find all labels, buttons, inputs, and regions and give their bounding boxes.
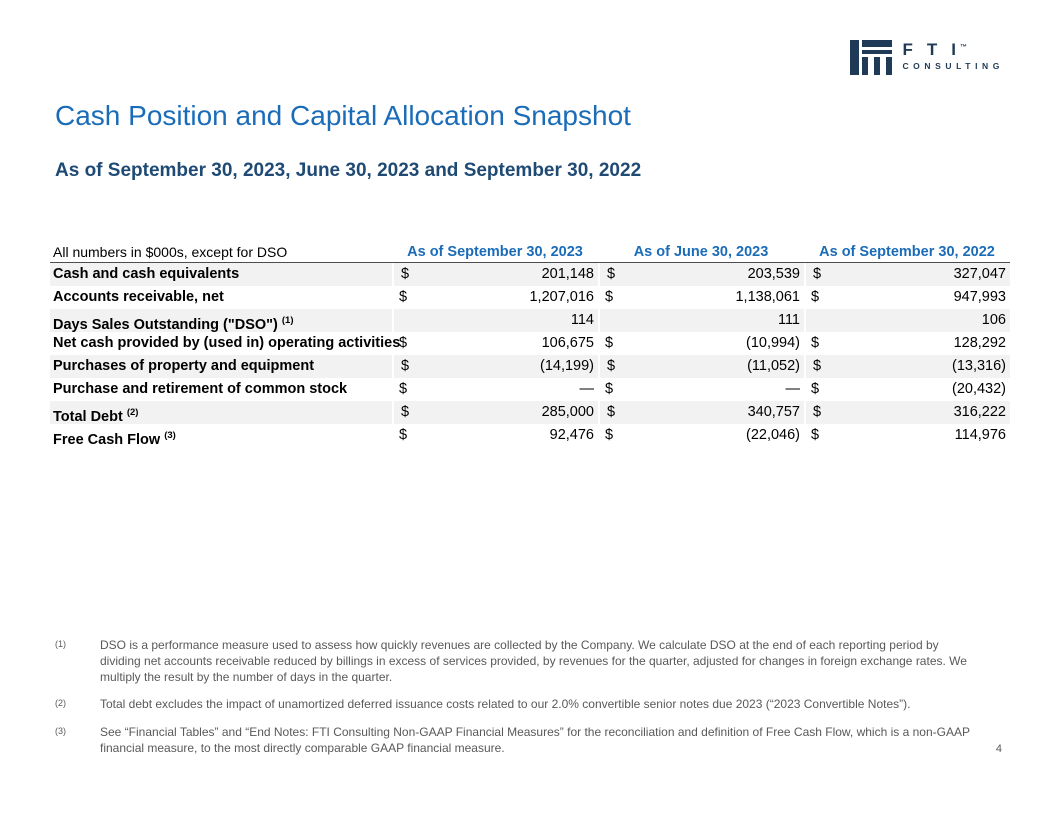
fti-column-icon (850, 40, 893, 75)
row-label: Accounts receivable, net (53, 289, 224, 305)
column-header-sep-2023: As of September 30, 2023 (407, 244, 583, 260)
value-cell: 1,207,016 (529, 289, 594, 305)
footnote-ref: (2) (126, 407, 139, 418)
footnote-marker: (2) (55, 698, 66, 709)
value-cell: 106 (826, 309, 1010, 332)
financial-table: All numbers in $000s, except for DSO As … (50, 242, 1010, 448)
value-cell: (10,994) (745, 335, 800, 351)
table-row: Free Cash Flow (3) $92,476 $ (22,046) $114,9… (50, 424, 1010, 448)
table-row: Purchase and retirement of common stock $… (50, 378, 1010, 401)
table-row: Total Debt (2) $285,000 $340,757 $316,222 (50, 401, 1010, 425)
row-label: Total Debt (2) (50, 401, 392, 425)
footnote-marker: (1) (55, 639, 66, 649)
fti-consulting-logo: FTI™ CONSULTING (850, 40, 1004, 75)
footnote-ref: (1) (281, 315, 294, 326)
value-cell: 316,222 (826, 401, 1010, 424)
value-cell: 111 (620, 309, 804, 332)
footnote-text: Total debt excludes the impact of unamor… (100, 697, 911, 712)
dollar-sign-cell: $ (605, 335, 614, 351)
dollar-sign-cell: $ (399, 427, 408, 443)
dollar-sign-cell: $ (392, 401, 414, 424)
footnote-text: DSO is a performance measure used to ass… (100, 638, 967, 684)
dollar-sign-cell: $ (804, 263, 826, 286)
value-cell: 106,675 (541, 335, 594, 351)
value-cell: 201,148 (414, 263, 598, 286)
value-cell: 92,476 (549, 427, 594, 443)
dollar-sign-cell: $ (392, 355, 414, 378)
page-title: Cash Position and Capital Allocation Sna… (55, 100, 631, 131)
table-row: Net cash provided by (used in) operating… (50, 332, 1010, 355)
logo-wordmark: FTI™ CONSULTING (902, 40, 1004, 71)
dollar-sign-cell: $ (399, 289, 408, 305)
value-cell: 947,993 (953, 289, 1006, 305)
dollar-sign-cell: $ (598, 401, 620, 424)
logo-consulting-label: CONSULTING (902, 61, 1004, 71)
dollar-sign-cell: $ (811, 381, 820, 397)
value-cell: 340,757 (620, 401, 804, 424)
row-label: Days Sales Outstanding ("DSO") (1) (50, 309, 392, 333)
dollar-sign-cell: $ (605, 289, 614, 305)
table-units-note: All numbers in $000s, except for DSO (53, 244, 288, 260)
value-cell: — (785, 381, 801, 397)
table-header-row: All numbers in $000s, except for DSO As … (50, 242, 1010, 263)
dollar-sign-cell: $ (811, 427, 820, 443)
dollar-sign-cell: $ (811, 335, 820, 351)
value-cell: 114 (414, 309, 598, 332)
dollar-sign-cell: $ (598, 355, 620, 378)
dollar-sign-cell: $ (804, 401, 826, 424)
value-cell: (14,199) (414, 355, 598, 378)
dollar-sign-cell: $ (811, 289, 820, 305)
column-header-jun-2023: As of June 30, 2023 (633, 244, 769, 260)
footnote-text: See “Financial Tables” and “End Notes: F… (100, 725, 970, 755)
row-label: Net cash provided by (used in) operating… (53, 335, 401, 351)
dollar-sign-cell: $ (399, 381, 408, 397)
value-cell: 114,976 (954, 427, 1006, 443)
page-number: 4 (995, 743, 1002, 755)
table-row: Accounts receivable, net $1,207,016 $1,138… (50, 286, 1010, 309)
logo-letters: FTI (902, 40, 970, 59)
dollar-sign-cell: $ (598, 263, 620, 286)
table-row: Purchases of property and equipment $ (14,… (50, 355, 1010, 378)
dollar-sign-cell: $ (392, 263, 414, 286)
table-row: Days Sales Outstanding ("DSO") (1) 114 111… (50, 309, 1010, 333)
dollar-sign-cell (392, 309, 414, 332)
dollar-sign-cell: $ (399, 335, 408, 351)
row-label: Purchase and retirement of common stock (53, 381, 348, 397)
dollar-sign-cell (804, 309, 826, 332)
footnote-marker: (3) (55, 726, 66, 737)
row-label: Cash and cash equivalents (50, 263, 392, 286)
value-cell: 327,047 (826, 263, 1010, 286)
row-label: Purchases of property and equipment (50, 355, 392, 378)
page-subtitle: As of September 30, 2023, June 30, 2023 … (55, 160, 642, 181)
value-cell: (11,052) (620, 355, 804, 378)
table-row: Cash and cash equivalents $201,148 $203,53… (50, 263, 1010, 286)
table-body: Cash and cash equivalents $201,148 $203,53… (50, 263, 1010, 448)
footnotes-section: (1) DSO is a performance measure used to … (55, 638, 985, 769)
row-label: Free Cash Flow (3) (53, 430, 176, 448)
footnote: (2) Total debt excludes the impact of una… (55, 697, 985, 713)
value-cell: 128,292 (953, 335, 1006, 351)
value-cell: 203,539 (620, 263, 804, 286)
footnote: (1) DSO is a performance measure used to … (55, 638, 985, 685)
dollar-sign-cell: $ (804, 355, 826, 378)
footnote-ref: (3) (164, 430, 176, 441)
value-cell: 285,000 (414, 401, 598, 424)
value-cell: — (579, 381, 595, 397)
footnote: (3) See “Financial Tables” and “End Notes… (55, 725, 985, 757)
value-cell: 1,138,061 (735, 289, 800, 305)
trademark-symbol: ™ (959, 44, 967, 51)
value-cell: (13,316) (826, 355, 1010, 378)
value-cell: (20,432) (951, 381, 1006, 397)
column-header-sep-2022: As of September 30, 2022 (819, 244, 995, 260)
dollar-sign-cell: $ (605, 427, 614, 443)
value-cell: (22,046) (745, 427, 800, 443)
dollar-sign-cell (598, 309, 620, 332)
dollar-sign-cell: $ (605, 381, 614, 397)
